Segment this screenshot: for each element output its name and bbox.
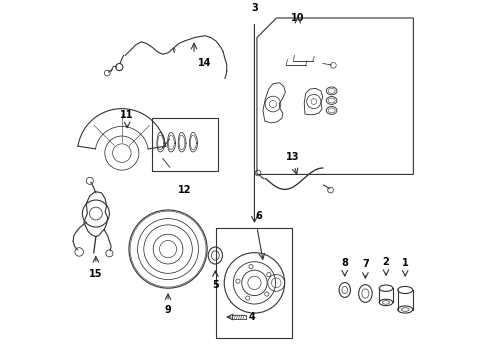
Text: 8: 8 — [341, 258, 347, 268]
Bar — [216, 228, 292, 338]
Text: 7: 7 — [361, 259, 368, 269]
Text: 15: 15 — [89, 269, 102, 279]
Text: 11: 11 — [120, 111, 134, 120]
Text: 9: 9 — [164, 305, 171, 315]
Text: 2: 2 — [382, 257, 388, 267]
Bar — [152, 117, 217, 171]
Text: 5: 5 — [211, 280, 218, 290]
Text: 10: 10 — [290, 13, 304, 23]
Text: 12: 12 — [178, 185, 191, 195]
Text: 3: 3 — [250, 3, 257, 13]
Text: 4: 4 — [248, 312, 255, 322]
Text: 14: 14 — [197, 58, 211, 68]
Text: 13: 13 — [285, 152, 299, 162]
Text: 6: 6 — [255, 211, 262, 221]
Text: 1: 1 — [401, 258, 408, 268]
